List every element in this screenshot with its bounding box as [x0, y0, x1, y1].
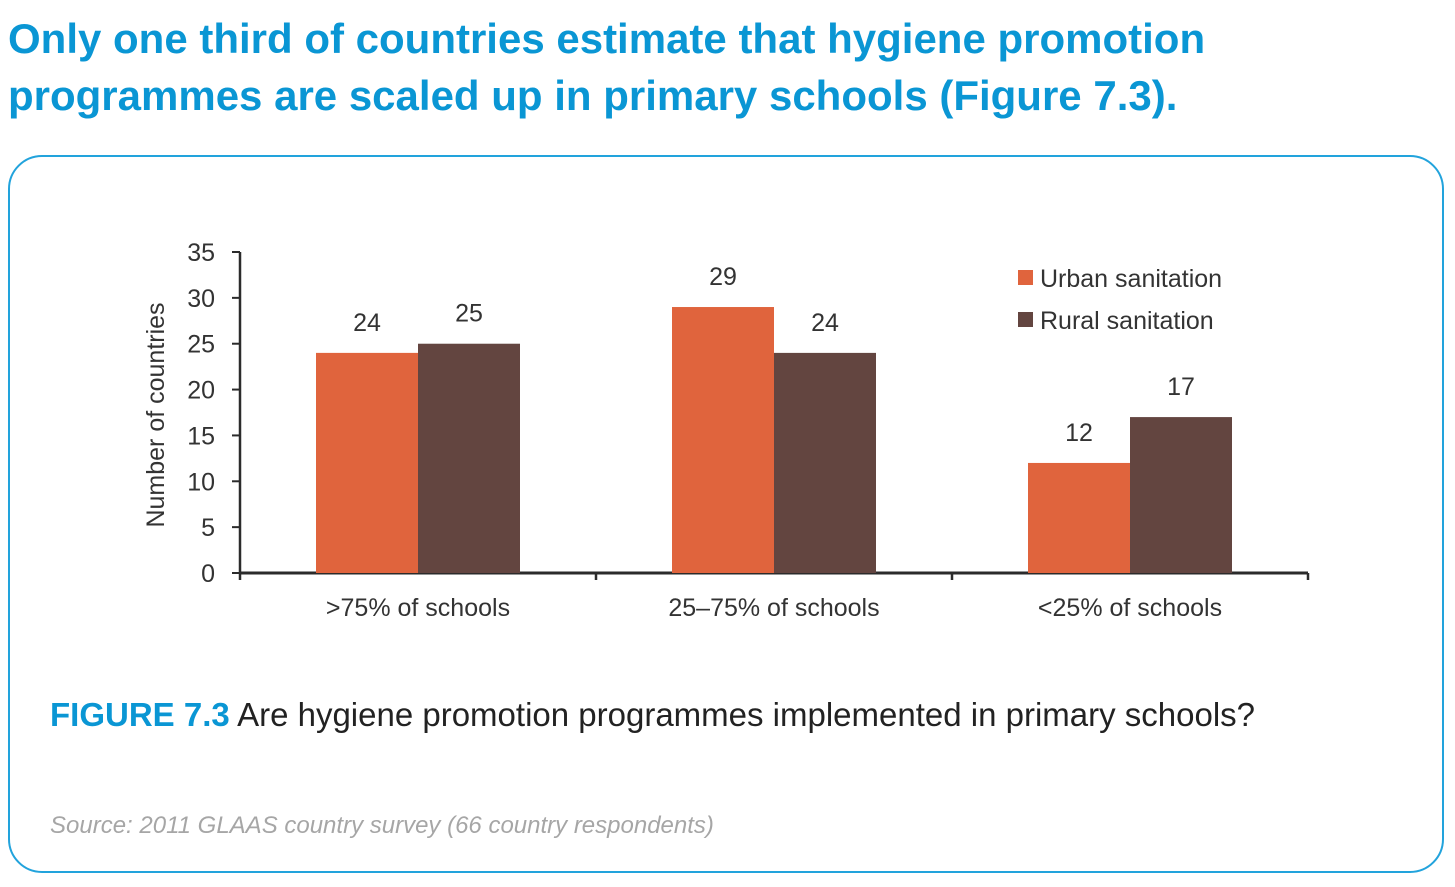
data-label: 25: [455, 300, 483, 328]
headline: Only one third of countries estimate tha…: [8, 15, 1206, 119]
bar-urban: [316, 352, 418, 573]
x-tick-label: <25% of schools: [1038, 594, 1222, 622]
y-axis-title: Number of countries: [142, 302, 170, 527]
figure-frame: [8, 155, 1444, 873]
data-label: 24: [353, 309, 381, 337]
figure-label: FIGURE 7.3: [50, 696, 230, 733]
legend-swatch-rural: [1018, 312, 1033, 327]
source-note: Source: 2011 GLAAS country survey (66 co…: [50, 812, 714, 839]
x-axis: >75% of schools 25–75% of schools <25% of …: [238, 571, 1310, 622]
bar-urban: [672, 307, 774, 573]
data-label: 29: [709, 263, 737, 291]
data-label: 17: [1167, 373, 1195, 401]
y-tick-label: 35: [187, 239, 215, 267]
data-label: 12: [1065, 419, 1093, 447]
data-labels: 24 25 29 24 12 17: [353, 263, 1195, 447]
y-tick-label: 20: [187, 377, 215, 405]
y-axis: 0 5 10 15 20 25 30 35: [187, 239, 242, 588]
bar-urban: [1028, 462, 1130, 573]
bars: [316, 307, 1232, 573]
data-label: 24: [811, 309, 839, 337]
legend-swatch-urban: [1018, 270, 1033, 285]
caption-text: Are hygiene promotion programmes impleme…: [237, 696, 1256, 733]
y-tick-label: 5: [201, 514, 215, 542]
bar-rural: [1130, 417, 1232, 573]
y-tick-label: 25: [187, 331, 215, 359]
y-tick-label: 10: [187, 468, 215, 496]
y-tick-label: 30: [187, 285, 215, 313]
y-tick-label: 15: [187, 422, 215, 450]
bar-rural: [418, 343, 520, 573]
y-tick-label: 0: [201, 560, 215, 588]
x-tick-label: 25–75% of schools: [668, 594, 879, 622]
legend-label-rural: Rural sanitation: [1040, 307, 1214, 335]
bar-rural: [774, 352, 876, 573]
x-tick-label: >75% of schools: [326, 594, 510, 622]
figure-caption: FIGURE 7.3 Are hygiene promotion program…: [50, 692, 1350, 738]
legend: Urban sanitation Rural sanitation: [1018, 265, 1222, 335]
legend-label-urban: Urban sanitation: [1040, 265, 1222, 293]
